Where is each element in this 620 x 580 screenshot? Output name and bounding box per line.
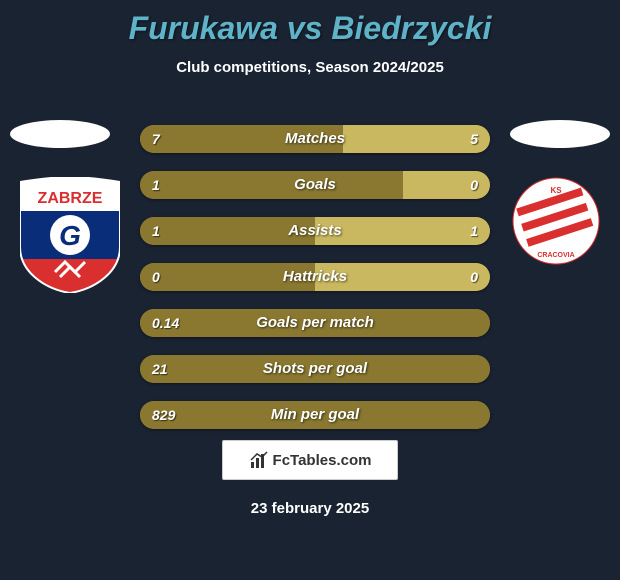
stat-label: Shots per goal xyxy=(140,355,490,383)
chart-icon xyxy=(249,450,269,470)
svg-text:KS: KS xyxy=(550,186,562,195)
fctables-text: FcTables.com xyxy=(273,452,372,469)
stat-row: 11Assists xyxy=(140,217,490,245)
svg-text:G: G xyxy=(59,220,81,251)
stat-row: 829Min per goal xyxy=(140,401,490,429)
stand-left xyxy=(10,120,110,148)
stats-container: 75Matches 10Goals 11Assists 00Hattricks 0.14… xyxy=(140,125,490,447)
fctables-badge[interactable]: FcTables.com xyxy=(222,440,398,480)
stat-row: 0.14Goals per match xyxy=(140,309,490,337)
stat-row: 00Hattricks xyxy=(140,263,490,291)
stat-row: 21Shots per goal xyxy=(140,355,490,383)
svg-text:CRACOVIA: CRACOVIA xyxy=(537,252,574,259)
comparison-date: 23 february 2025 xyxy=(0,500,620,517)
team-crest-left: ZABRZE G xyxy=(20,177,120,293)
stat-row: 75Matches xyxy=(140,125,490,153)
stat-label: Goals per match xyxy=(140,309,490,337)
stat-row: 10Goals xyxy=(140,171,490,199)
svg-text:ZABRZE: ZABRZE xyxy=(38,190,103,207)
stand-right xyxy=(510,120,610,148)
stat-label: Hattricks xyxy=(140,263,490,291)
stat-label: Matches xyxy=(140,125,490,153)
stat-label: Assists xyxy=(140,217,490,245)
team-crest-right: KS CRACOVIA xyxy=(512,177,600,265)
stat-label: Min per goal xyxy=(140,401,490,429)
comparison-subtitle: Club competitions, Season 2024/2025 xyxy=(0,59,620,76)
stat-label: Goals xyxy=(140,171,490,199)
comparison-title: Furukawa vs Biedrzycki xyxy=(0,0,620,47)
